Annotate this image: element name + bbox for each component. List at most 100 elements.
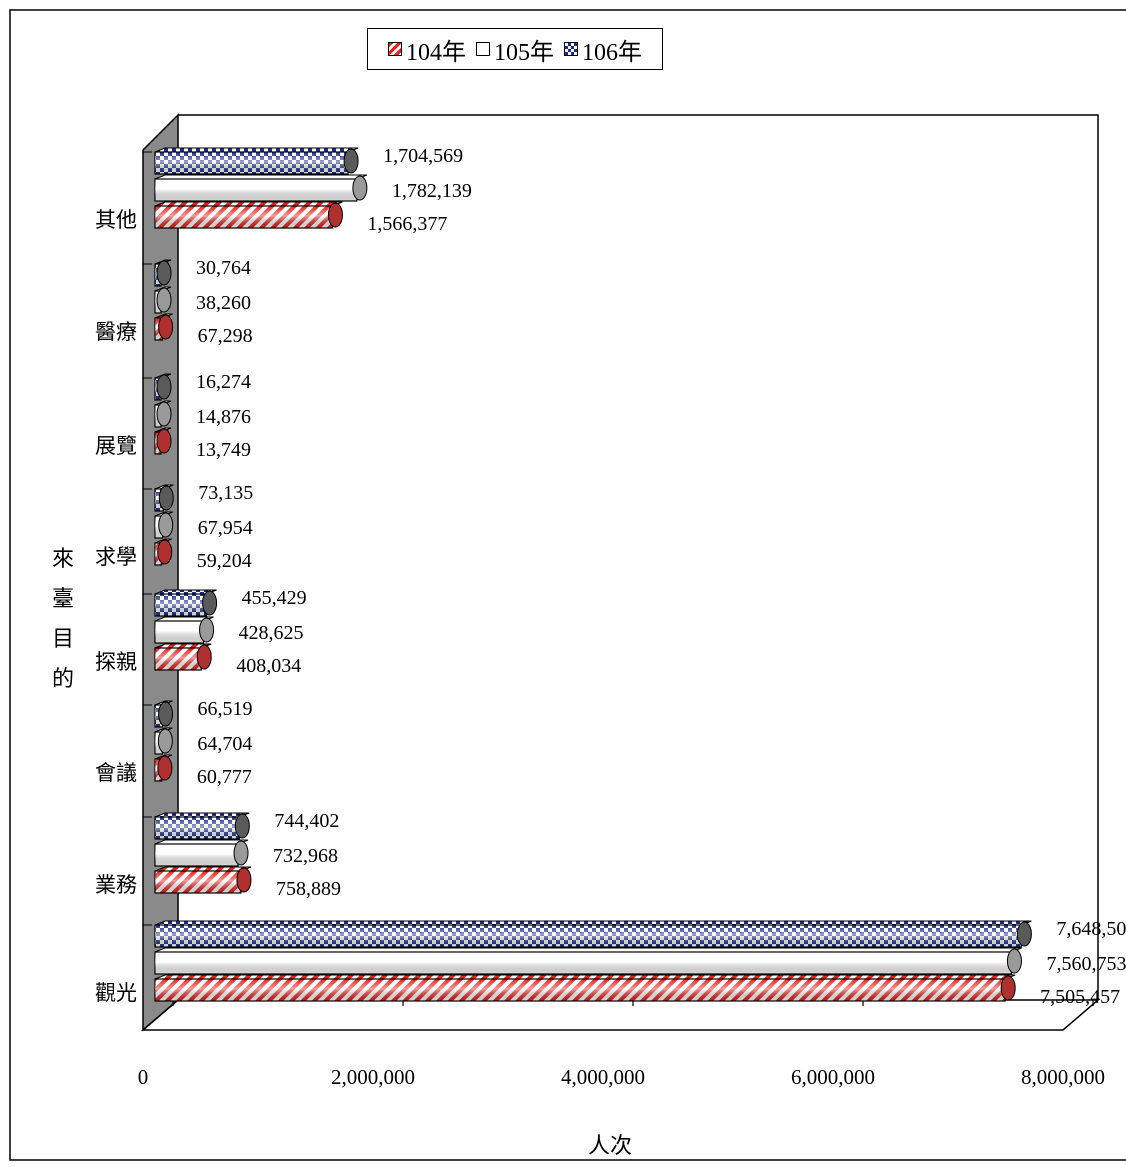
legend-swatch-104 — [388, 42, 402, 56]
legend-label-105: 105年 — [494, 39, 554, 66]
x-tick-label: 4,000,000 — [561, 1065, 645, 1089]
data-label: 408,034 — [236, 655, 301, 677]
data-label: 73,135 — [198, 482, 253, 504]
bar-shading — [155, 979, 1006, 1001]
data-label: 16,274 — [196, 371, 251, 393]
data-label: 60,777 — [197, 766, 252, 788]
legend-swatch-106 — [564, 42, 578, 56]
category-label: 會議 — [95, 761, 137, 785]
y-axis-title-text: 來臺目的 — [48, 540, 78, 700]
y-axis-title: 來臺目的 — [48, 540, 78, 700]
x-tick-label: 0 — [138, 1065, 149, 1089]
bar-end-cap — [196, 644, 212, 670]
bar-end-cap — [157, 755, 173, 781]
bar-shading — [155, 621, 204, 643]
y-axis-title-char: 臺 — [51, 587, 74, 612]
legend-swatch-105 — [476, 42, 490, 56]
bar-shading — [155, 594, 207, 616]
x-tick-label: 2,000,000 — [331, 1065, 415, 1089]
bar-end-cap — [327, 202, 343, 228]
category-label: 其他 — [95, 208, 137, 232]
category-label: 業務 — [95, 873, 137, 897]
bars — [154, 147, 1032, 1002]
y-axis-title-char: 的 — [51, 667, 74, 692]
data-label: 66,519 — [198, 698, 253, 720]
data-label: 59,204 — [197, 550, 252, 572]
bar-top-face — [154, 147, 359, 153]
bar-shading — [155, 871, 241, 893]
bar-end-cap — [233, 840, 249, 866]
legend-label-106: 106年 — [582, 39, 642, 66]
data-label: 38,260 — [196, 292, 251, 314]
data-label: 64,704 — [197, 733, 252, 755]
y-axis-title-char: 目 — [51, 627, 74, 652]
data-label: 455,429 — [242, 587, 307, 609]
x-axis-title: 人次 — [587, 1134, 632, 1159]
bar-end-cap — [1000, 975, 1016, 1001]
data-labels: 1,704,569 1,782,139 1,566,377 30,764 38,260 6… — [196, 145, 1126, 1008]
category-label: 求學 — [95, 545, 137, 569]
data-label: 1,566,377 — [367, 213, 447, 235]
bar-end-cap — [156, 374, 172, 400]
floor — [140, 999, 1101, 1031]
bar-end-cap — [202, 590, 218, 616]
bar-shading — [155, 952, 1012, 974]
legend-item-105: 105年 — [476, 32, 554, 67]
bar-end-cap — [158, 701, 174, 727]
bar-end-cap — [1016, 921, 1032, 947]
bar-end-cap — [157, 539, 173, 565]
x-tick-label: 8,000,000 — [1021, 1065, 1105, 1089]
data-label: 7,648,509 — [1056, 918, 1126, 940]
bar-end-cap — [199, 617, 215, 643]
bar-end-cap — [234, 813, 250, 839]
bar-shading — [155, 925, 1022, 947]
bar-end-cap — [156, 428, 172, 454]
category-label: 探親 — [95, 650, 137, 674]
data-label: 744,402 — [274, 810, 339, 832]
y-axis-title-char: 來 — [51, 547, 74, 572]
bar-end-cap — [1006, 948, 1022, 974]
data-label: 67,954 — [198, 517, 253, 539]
data-label: 7,560,753 — [1046, 953, 1126, 975]
category-label: 觀光 — [95, 981, 137, 1005]
bar-end-cap — [156, 287, 172, 313]
legend-label-104: 104年 — [406, 39, 466, 66]
bar-shading — [155, 817, 240, 839]
data-label: 1,704,569 — [383, 145, 463, 167]
bar-shading — [155, 206, 333, 228]
bar-top-face — [154, 174, 368, 180]
bar-shading — [155, 179, 357, 201]
legend: 104年 105年 106年 — [367, 28, 663, 70]
category-label: 展覽 — [95, 434, 137, 458]
bar-shading — [155, 844, 239, 866]
bar-shading — [155, 648, 202, 670]
bar-end-cap — [157, 728, 173, 754]
data-label: 13,749 — [196, 439, 251, 461]
bar-shading — [155, 152, 349, 174]
bar-top-face — [154, 201, 343, 207]
data-label: 732,968 — [273, 845, 338, 867]
bar-end-cap — [343, 148, 359, 174]
bar-end-cap — [236, 867, 252, 893]
data-label: 758,889 — [276, 878, 341, 900]
axis-ticks: 0 2,000,000 4,000,000 6,000,000 8,000,000 — [138, 1000, 1105, 1089]
bar-end-cap — [156, 260, 172, 286]
data-label: 428,625 — [239, 622, 304, 644]
x-tick-label: 6,000,000 — [791, 1065, 875, 1089]
data-label: 14,876 — [196, 406, 251, 428]
bar-end-cap — [158, 485, 174, 511]
data-label: 67,298 — [198, 325, 253, 347]
data-label: 7,505,457 — [1040, 986, 1120, 1008]
data-label: 30,764 — [196, 257, 251, 279]
legend-item-104: 104年 — [388, 32, 466, 67]
bar-end-cap — [158, 314, 174, 340]
bar-end-cap — [158, 512, 174, 538]
back-wall-outline — [178, 114, 1099, 1000]
chart-frame — [9, 9, 1126, 1161]
bar-end-cap — [156, 401, 172, 427]
category-label: 醫療 — [95, 320, 137, 344]
data-label: 1,782,139 — [392, 180, 472, 202]
legend-item-106: 106年 — [564, 32, 642, 67]
